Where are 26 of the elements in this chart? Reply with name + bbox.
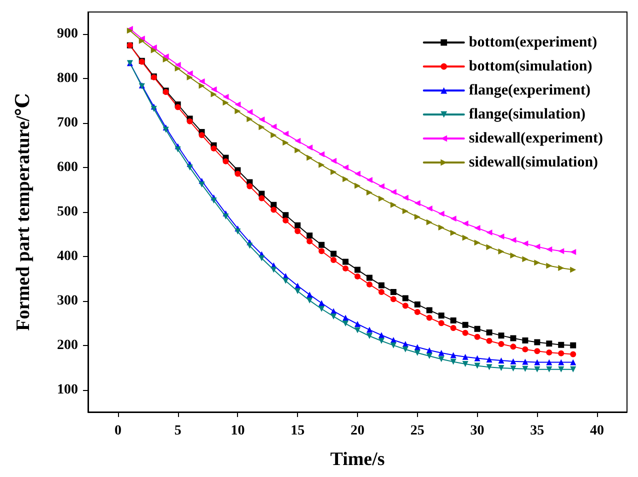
x-tick-label: 10: [230, 424, 245, 438]
x-tick-label: 15: [290, 424, 305, 438]
x-tick-label: 35: [530, 424, 544, 438]
y-tick-label: 300: [57, 293, 78, 308]
x-tick-label: 25: [410, 424, 424, 438]
legend-label: bottom(experiment): [468, 34, 598, 50]
legend-label: bottom(simulation): [468, 58, 592, 74]
legend-label: flange(experiment): [468, 82, 591, 98]
legend-label: sidewall(simulation): [468, 154, 598, 170]
legend-label: flange(simulation): [468, 106, 586, 122]
y-axis-title: Formed part temperature/℃: [13, 93, 34, 331]
x-tick-label: 0: [114, 424, 122, 438]
y-tick-label: 900: [57, 26, 78, 42]
y-tick-label: 500: [57, 204, 78, 220]
y-tick-label: 600: [57, 160, 78, 176]
legend-label: sidewall(experiment): [468, 130, 604, 146]
x-tick-label: 5: [174, 424, 182, 438]
y-tick-label: 700: [57, 116, 78, 131]
x-tick-label: 30: [470, 424, 484, 438]
y-tick-label: 200: [57, 338, 78, 353]
x-axis-title: Time/s: [330, 449, 385, 470]
y-tick-label: 100: [57, 382, 78, 398]
x-tick-label: 40: [590, 424, 604, 438]
x-tick-label: 20: [350, 424, 364, 438]
y-tick-label: 400: [57, 248, 78, 264]
y-tick-label: 800: [57, 71, 78, 86]
